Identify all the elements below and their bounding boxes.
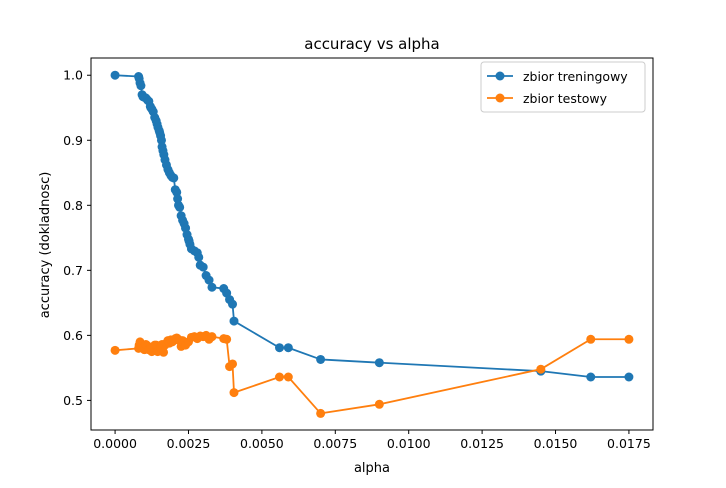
data-point	[156, 135, 166, 145]
data-point	[229, 388, 239, 398]
x-tick-label: 0.0175	[607, 436, 651, 451]
legend-marker-test	[495, 93, 505, 103]
x-tick-label: 0.0100	[387, 436, 431, 451]
data-point	[624, 334, 634, 344]
data-point	[374, 399, 384, 409]
series-1	[110, 330, 634, 418]
data-point	[198, 262, 208, 272]
data-point	[374, 358, 384, 368]
data-point	[207, 332, 217, 342]
data-point	[110, 345, 120, 355]
legend: zbior treningowy zbior testowy	[480, 61, 646, 113]
legend-label-test: zbior testowy	[523, 91, 608, 106]
y-tick-label: 0.8	[63, 198, 83, 213]
x-tick-label: 0.0075	[313, 436, 357, 451]
data-point	[586, 372, 596, 382]
x-tick-label: 0.0025	[167, 436, 211, 451]
data-point	[283, 372, 293, 382]
legend-marker-train	[495, 71, 505, 81]
series-0	[110, 70, 634, 382]
y-axis-label: accuracy (dokladnosc)	[38, 172, 53, 319]
data-point	[316, 354, 326, 364]
series-layer	[110, 70, 634, 418]
x-tick-label: 0.0000	[93, 436, 137, 451]
data-point	[194, 252, 204, 262]
data-point	[283, 343, 293, 353]
data-point	[228, 359, 238, 369]
y-tick-label: 1.0	[63, 68, 83, 83]
data-point	[536, 364, 546, 374]
axes-layer: 0.0000 0.0025 0.0050 0.0075 0.0100 0.0125 0.01…	[63, 57, 654, 451]
data-point	[316, 408, 326, 418]
data-point	[175, 202, 185, 212]
x-tick-label: 0.0150	[534, 436, 578, 451]
data-point	[586, 334, 596, 344]
legend-label-train: zbior treningowy	[523, 69, 628, 84]
data-point	[624, 372, 634, 382]
data-point	[159, 347, 169, 357]
data-point	[207, 282, 217, 292]
data-point	[275, 343, 285, 353]
data-point	[110, 70, 120, 80]
x-tick-label: 0.0125	[460, 436, 504, 451]
y-tick-label: 0.9	[63, 133, 83, 148]
y-tick-label: 0.5	[63, 393, 83, 408]
legend-frame	[480, 61, 646, 113]
chart-title: accuracy vs alpha	[304, 35, 439, 53]
data-point	[229, 316, 239, 326]
x-axis-label: alpha	[354, 461, 390, 476]
x-tick-label: 0.0050	[240, 436, 284, 451]
data-point	[204, 275, 214, 285]
data-point	[222, 334, 232, 344]
y-tick-label: 0.7	[63, 263, 83, 278]
data-point	[275, 372, 285, 382]
y-tick-label: 0.6	[63, 328, 83, 343]
data-point	[136, 81, 146, 91]
data-point	[169, 173, 179, 183]
plot-frame	[90, 57, 654, 431]
data-point	[228, 299, 238, 309]
